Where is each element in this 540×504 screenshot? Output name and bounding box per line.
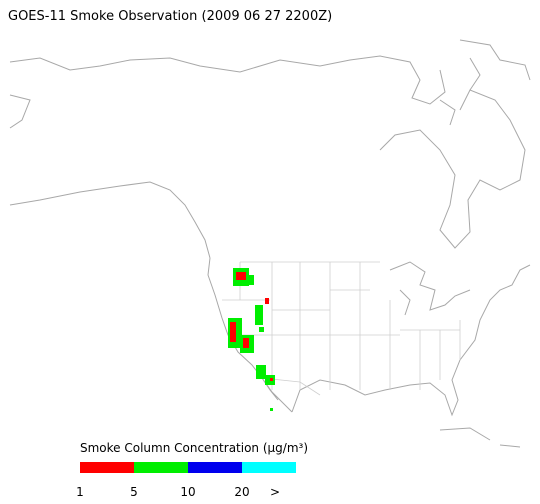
arctic-islands [439,39,531,126]
title: GOES-11 Smoke Observation (2009 06 27 22… [8,9,332,24]
hudson-islands [379,89,526,249]
smoke-patch [256,365,266,379]
caribbean [439,427,521,448]
smoke-patch [236,272,246,280]
colorbar-segment [188,462,242,473]
colorbar-label: 10 [180,485,195,499]
smoke-patch [270,378,273,381]
alaska-west [9,94,211,259]
coastlines [9,39,531,448]
colorbar-segment [80,462,134,473]
colorbar-label: > [270,485,280,499]
great-lakes [389,261,471,316]
smoke-patch [255,305,263,325]
colorbar-label: 1 [76,485,84,499]
colorbar-segment [242,462,296,473]
colorbar: 1 5 10 20 > [76,462,296,499]
smoke-patch [243,338,249,348]
smoke-patch [259,327,264,332]
colorbar-label: 5 [130,485,138,499]
smoke-patch [265,298,269,304]
smoke-patch [248,275,254,285]
arctic-coast [9,55,446,105]
smoke-pixels [228,268,275,411]
smoke-patch [230,322,236,342]
gulf-east-coast [291,264,531,417]
colorbar-segment [134,462,188,473]
west-coast [207,257,293,413]
smoke-patch [270,408,273,411]
legend-title: Smoke Column Concentration (µg/m³) [80,441,308,455]
colorbar-label: 20 [234,485,249,499]
